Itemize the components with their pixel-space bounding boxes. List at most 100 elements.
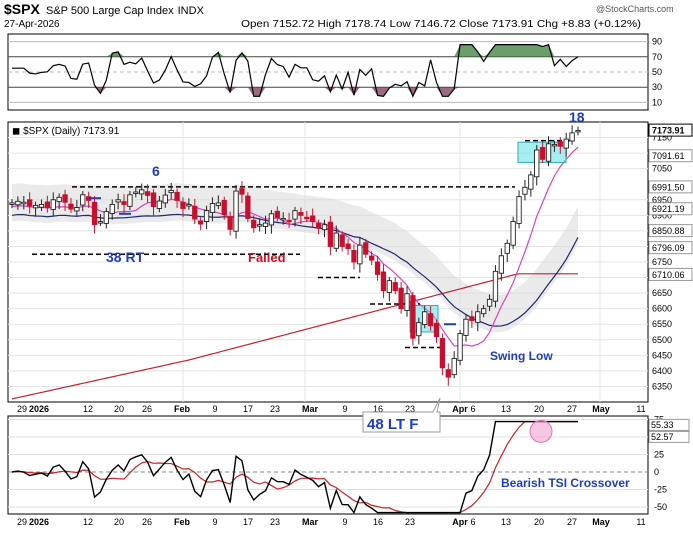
annot-48ltf-callout: 48 LT F: [362, 397, 441, 433]
candle-body: [469, 316, 475, 321]
candle-body: [486, 298, 493, 307]
rsi-level-label: 30: [652, 82, 662, 92]
price-tag-box: [648, 123, 693, 137]
candle-body: [528, 174, 534, 190]
candle-body: [404, 293, 410, 311]
x-tick-label: Feb: [174, 517, 191, 527]
annot-38rt: 38 RT: [106, 249, 145, 265]
candle-body: [21, 201, 27, 205]
price-tick-label: 6650: [652, 288, 672, 298]
x-tick-label: 17: [243, 404, 253, 414]
candle-body: [463, 318, 469, 336]
candle-body: [498, 255, 505, 274]
x-tick-label: 23: [405, 517, 415, 527]
candle-body: [32, 204, 39, 209]
x-tick-label: May: [592, 404, 610, 414]
candle-body: [15, 200, 21, 206]
candle-body: [245, 195, 251, 219]
candle-body: [374, 261, 381, 275]
candle-body: [557, 141, 563, 147]
symbol: $SPX: [4, 1, 40, 17]
candle-body: [339, 234, 345, 247]
candle-body: [392, 282, 398, 292]
candle-body: [516, 196, 522, 224]
candle-body: [398, 287, 404, 310]
price-tick-label: 6350: [652, 381, 672, 391]
candle-body: [380, 271, 387, 292]
candle-body: [457, 333, 463, 361]
tsi-tag2: 52.57: [651, 432, 674, 442]
candle-body: [357, 244, 363, 265]
x-tick-label: May: [592, 517, 610, 527]
price-tag-label: 6710.06: [652, 270, 685, 280]
candle-body: [510, 221, 516, 246]
ma-long-line: [11, 273, 578, 400]
candle-body: [386, 280, 392, 293]
price-tick-label: 6550: [652, 319, 672, 329]
index-name: S&P 500 Large Cap Index INDX: [46, 5, 205, 17]
candle-body: [298, 212, 304, 216]
candle-body: [481, 308, 487, 315]
x-tick-label: 26: [142, 404, 152, 414]
candle-body: [268, 213, 275, 226]
price-tag-label: 7091.61: [652, 151, 685, 161]
candle-body: [44, 201, 51, 209]
x-tick-label: 12: [83, 517, 93, 527]
candle-body: [209, 203, 216, 213]
x-tick-label: 26: [142, 517, 152, 527]
price-tag-box: [648, 224, 693, 238]
price-tag-label: 6921.19: [652, 204, 685, 214]
crossover-highlight: [529, 419, 553, 443]
rsi-level-label: 70: [652, 52, 662, 62]
candle-body: [433, 322, 440, 338]
x-tick-label: Feb: [174, 404, 191, 414]
candle-body: [68, 203, 74, 210]
x-tick-label: 11: [636, 404, 645, 414]
candle-body: [127, 194, 133, 207]
candle-body: [180, 201, 186, 209]
price-tick-label: 7050: [652, 164, 672, 174]
candle-body: [133, 191, 139, 194]
candle-body: [575, 129, 581, 133]
candle-body: [80, 194, 86, 206]
candle-body: [368, 255, 375, 261]
candle-body: [239, 188, 245, 195]
candle-body: [262, 222, 269, 227]
tsi-line: [11, 420, 578, 515]
candle-body: [256, 224, 263, 227]
candle-body: [504, 242, 510, 254]
candle-body: [492, 270, 499, 302]
x-tick-label: 9: [212, 517, 217, 527]
candle-body: [522, 186, 528, 195]
candle-body: [551, 143, 558, 147]
candle-body: [121, 201, 127, 205]
annot-18: 18: [569, 109, 585, 125]
candle-body: [221, 199, 227, 216]
x-tick-label: Apr: [452, 404, 468, 414]
x-tick-label: 9: [342, 404, 347, 414]
candle-body: [451, 357, 457, 376]
rsi-line: [12, 43, 579, 98]
candle-body: [251, 219, 257, 229]
candle-body: [321, 224, 328, 231]
price-tag-box: [648, 267, 693, 281]
price-legend: ◼ $SPX (Daily) 7173.91: [12, 126, 120, 137]
candle-body: [534, 149, 540, 178]
candle-body: [445, 369, 451, 378]
candle-body: [192, 205, 198, 220]
candle-body: [186, 203, 192, 207]
x-tick-label: Mar: [302, 404, 319, 414]
x-tick-label: 27: [567, 517, 577, 527]
candle-body: [439, 338, 446, 369]
candle-body: [144, 191, 151, 196]
candle-body: [62, 194, 68, 203]
candle-body: [310, 215, 316, 223]
price-tick-label: 6750: [652, 257, 672, 267]
price-tag-box: [648, 180, 693, 194]
candle-body: [274, 210, 280, 219]
x-tick-label: Mar: [302, 517, 319, 527]
candle-body: [345, 243, 351, 250]
tsi-tag1: 55.33: [651, 420, 674, 430]
